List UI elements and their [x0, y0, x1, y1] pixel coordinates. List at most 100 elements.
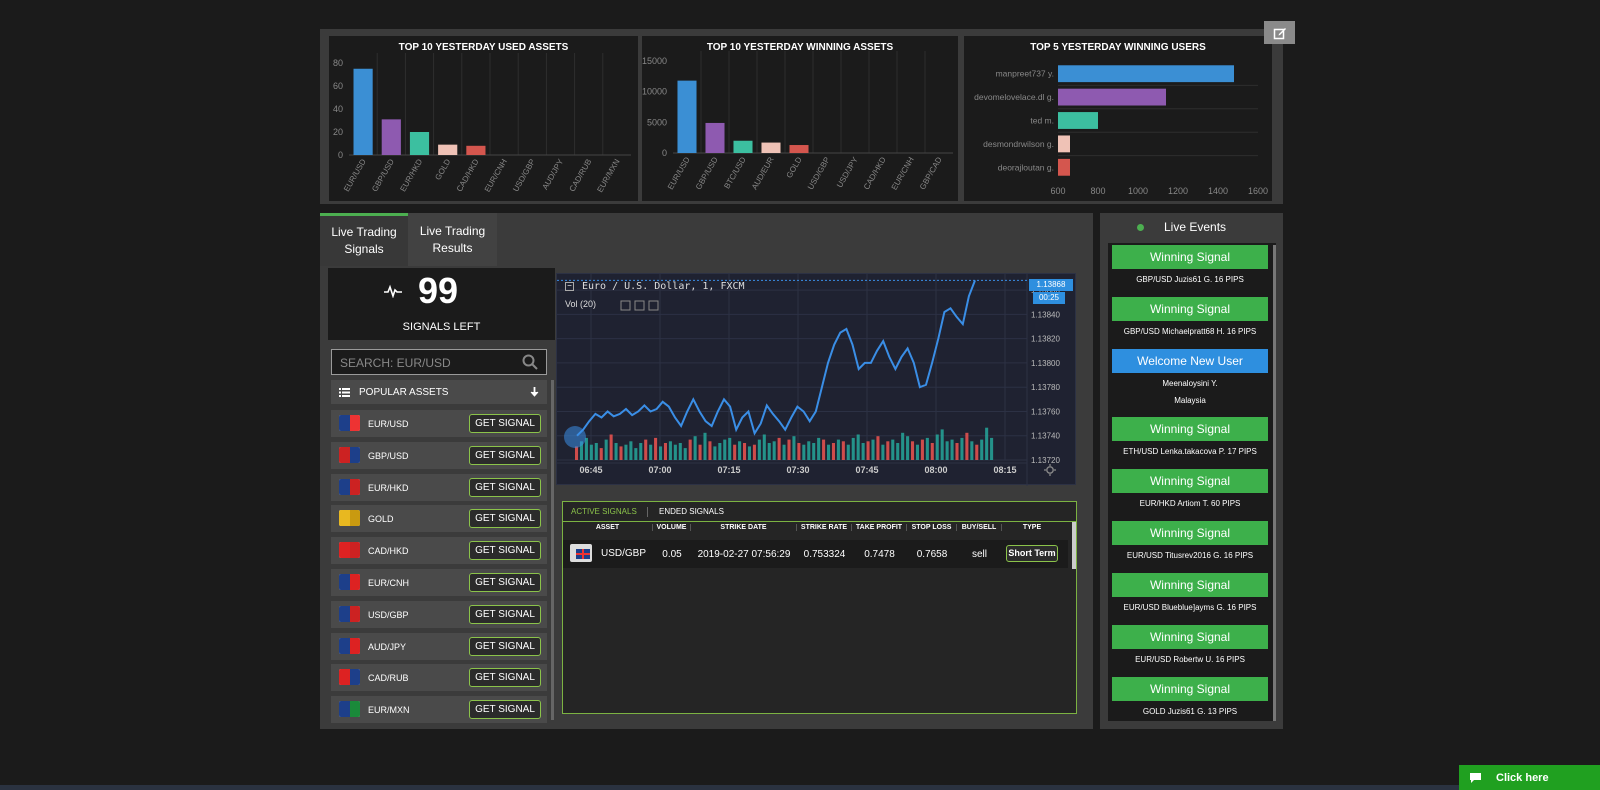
settings-icon[interactable]	[1044, 464, 1056, 476]
asset-flag	[339, 574, 360, 590]
x-tick-label: AUD/EUR	[750, 155, 776, 191]
tab-active-signals[interactable]: ACTIVE SIGNALS	[571, 507, 637, 516]
x-tick-label: GOLD	[785, 155, 804, 179]
volume-bar	[881, 444, 885, 460]
volume-bar	[792, 436, 796, 460]
get-signal-button[interactable]: GET SIGNAL	[469, 700, 541, 720]
volume-bar	[841, 441, 845, 460]
assets-scrollbar[interactable]	[551, 380, 554, 720]
asset-flag	[339, 510, 360, 527]
bar[interactable]	[438, 144, 458, 155]
event-text: EUR/HKD Artiom T. 60 PIPS	[1112, 493, 1268, 515]
bar[interactable]	[466, 145, 486, 155]
table-scrollbar[interactable]	[1072, 522, 1076, 569]
bar[interactable]	[353, 68, 373, 155]
bar[interactable]	[789, 145, 809, 153]
get-signal-button[interactable]: GET SIGNAL	[469, 414, 541, 433]
tab-live-trading-signals[interactable]: Live Trading Signals	[320, 213, 408, 266]
volume-bar	[728, 437, 732, 460]
get-signal-button[interactable]: GET SIGNAL	[469, 477, 541, 497]
y-tick-label: 60	[333, 81, 343, 91]
volume-bar	[797, 443, 801, 460]
event-title: Winning Signal	[1112, 417, 1268, 441]
price-line[interactable]	[576, 280, 976, 437]
chat-label: Click here	[1496, 771, 1549, 784]
x-tick-label: 1600	[1248, 186, 1268, 196]
volume-bar	[609, 434, 613, 460]
x-tick-label: 600	[1050, 186, 1065, 196]
y-tick-label: 80	[333, 58, 343, 68]
x-tick-label: EUR/CNH	[890, 155, 916, 191]
volume-bar	[688, 439, 692, 460]
chart-symbol-title: Euro / U.S. Dollar, 1, FXCM	[582, 281, 745, 292]
x-tick-label: 800	[1090, 186, 1105, 196]
get-signal-button[interactable]: GET SIGNAL	[469, 636, 541, 656]
asset-row: CAD/RUB GET SIGNAL	[331, 664, 547, 692]
tab-live-trading-results[interactable]: Live Trading Results	[408, 213, 497, 266]
event-detail: ETH/USD Lenka.takacova P. 17 PIPS	[1123, 447, 1257, 456]
volume-bar	[718, 443, 722, 460]
volume-bar	[822, 439, 826, 460]
price-chart[interactable]: 1.138601.138401.138201.138001.137801.137…	[556, 273, 1076, 486]
popular-assets-label: POPULAR ASSETS	[359, 386, 449, 398]
edit-button[interactable]	[1264, 21, 1295, 44]
bar[interactable]	[1058, 135, 1070, 153]
event-detail: GOLD Juzis61 G. 13 PIPS	[1142, 707, 1238, 716]
volume-bar	[965, 432, 969, 460]
bar[interactable]	[1058, 112, 1098, 129]
bar[interactable]	[733, 140, 753, 153]
signals-left-counter: 99 SIGNALS LEFT	[328, 268, 555, 340]
x-tick-label: BTC/USD	[722, 155, 747, 190]
volume-bar	[782, 444, 786, 460]
eye-icon[interactable]	[620, 300, 631, 311]
y-tick-label: 1.13840	[1031, 310, 1060, 319]
bar[interactable]	[381, 119, 401, 155]
chat-button[interactable]: Click here	[1459, 765, 1600, 790]
get-signal-button[interactable]: GET SIGNAL	[469, 573, 541, 592]
volume-bar	[599, 448, 603, 460]
event-card: Winning Signal GBP/USD Juzis61 G. 16 PIP…	[1112, 245, 1268, 291]
bar[interactable]	[409, 132, 430, 155]
volume-bar	[960, 437, 964, 460]
asset-row: EUR/MXN GET SIGNAL	[331, 696, 547, 724]
search-input[interactable]: SEARCH: EUR/USD	[331, 349, 547, 375]
volume-indicator-label[interactable]: Vol (20)	[565, 299, 597, 309]
collapse-toggle[interactable]: −	[565, 282, 574, 291]
gear-icon[interactable]	[634, 300, 645, 311]
volume-bar	[955, 443, 959, 460]
get-signal-button[interactable]: GET SIGNAL	[469, 668, 541, 688]
cell-strike-date: 2019-02-27 07:56:29	[697, 549, 791, 560]
bar[interactable]	[1058, 88, 1166, 106]
event-text: GBP/USD Juzis61 G. 16 PIPS	[1112, 269, 1268, 291]
signals-left-count: 99	[418, 270, 459, 311]
cloud-icon[interactable]	[564, 426, 586, 448]
event-title: Winning Signal	[1112, 297, 1268, 321]
bar[interactable]	[677, 80, 697, 153]
bar[interactable]	[1058, 65, 1234, 83]
get-signal-button[interactable]: GET SIGNAL	[469, 509, 541, 529]
volume-bar	[752, 444, 756, 460]
get-signal-button[interactable]: GET SIGNAL	[469, 604, 541, 624]
events-scrollbar[interactable]	[1273, 245, 1276, 721]
get-signal-button[interactable]: GET SIGNAL	[469, 541, 541, 561]
search-icon	[522, 354, 538, 370]
y-tick-label: devomelovelace.dl g.	[974, 92, 1054, 102]
get-signal-button[interactable]: GET SIGNAL	[469, 445, 541, 465]
event-card: Winning Signal GOLD Juzis61 G. 13 PIPS	[1112, 677, 1268, 721]
x-tick-label: EUR/MXN	[595, 157, 621, 194]
volume-bar	[906, 436, 910, 460]
tab-ended-signals[interactable]: ENDED SIGNALS	[659, 507, 724, 516]
volume-bar	[693, 436, 697, 460]
bar[interactable]	[761, 142, 781, 153]
close-icon[interactable]	[648, 300, 659, 311]
volume-bar	[940, 429, 944, 460]
asset-row: USD/GBP GET SIGNAL	[331, 600, 547, 628]
type-button[interactable]: Short Term	[1006, 545, 1058, 562]
volume-bar	[575, 446, 579, 460]
popular-assets-header[interactable]: POPULAR ASSETS	[331, 380, 547, 404]
volume-bar	[708, 441, 712, 460]
list-icon	[339, 387, 350, 397]
asset-name: EUR/USD	[368, 419, 409, 429]
bar[interactable]	[1058, 158, 1070, 176]
bar[interactable]	[705, 122, 725, 153]
